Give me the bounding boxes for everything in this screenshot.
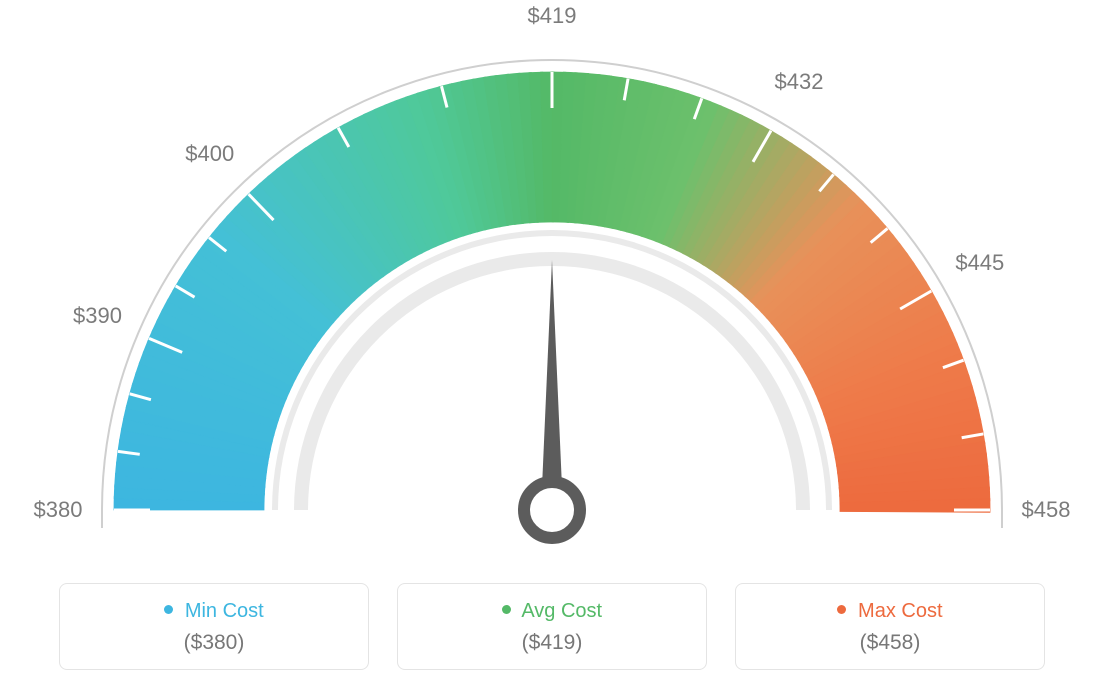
legend-label: Avg Cost bbox=[521, 600, 602, 622]
legend-value: ($419) bbox=[398, 631, 706, 655]
legend-card-min: Min Cost ($380) bbox=[59, 583, 369, 670]
legend-value: ($458) bbox=[736, 631, 1044, 655]
legend-value: ($380) bbox=[60, 631, 368, 655]
legend-row: Min Cost ($380) Avg Cost ($419) Max Cost… bbox=[0, 583, 1104, 670]
tick-label: $458 bbox=[1022, 497, 1071, 523]
tick-label: $380 bbox=[34, 497, 83, 523]
tick-label: $390 bbox=[73, 303, 122, 329]
legend-label: Min Cost bbox=[185, 600, 264, 622]
dot-icon bbox=[837, 605, 846, 614]
tick-label: $445 bbox=[955, 250, 1004, 276]
legend-title-min: Min Cost bbox=[60, 600, 368, 623]
tick-label: $400 bbox=[185, 141, 234, 167]
tick-label: $419 bbox=[528, 3, 577, 29]
tick-label: $432 bbox=[775, 69, 824, 95]
gauge-svg bbox=[0, 0, 1104, 560]
dot-icon bbox=[164, 605, 173, 614]
needle bbox=[541, 260, 563, 510]
legend-title-max: Max Cost bbox=[736, 600, 1044, 623]
needle-hub bbox=[524, 482, 580, 538]
legend-card-max: Max Cost ($458) bbox=[735, 583, 1045, 670]
legend-label: Max Cost bbox=[858, 600, 942, 622]
legend-title-avg: Avg Cost bbox=[398, 600, 706, 623]
cost-gauge: $380 $390 $400 $419 $432 $445 $458 bbox=[0, 0, 1104, 560]
legend-card-avg: Avg Cost ($419) bbox=[397, 583, 707, 670]
dot-icon bbox=[502, 605, 511, 614]
